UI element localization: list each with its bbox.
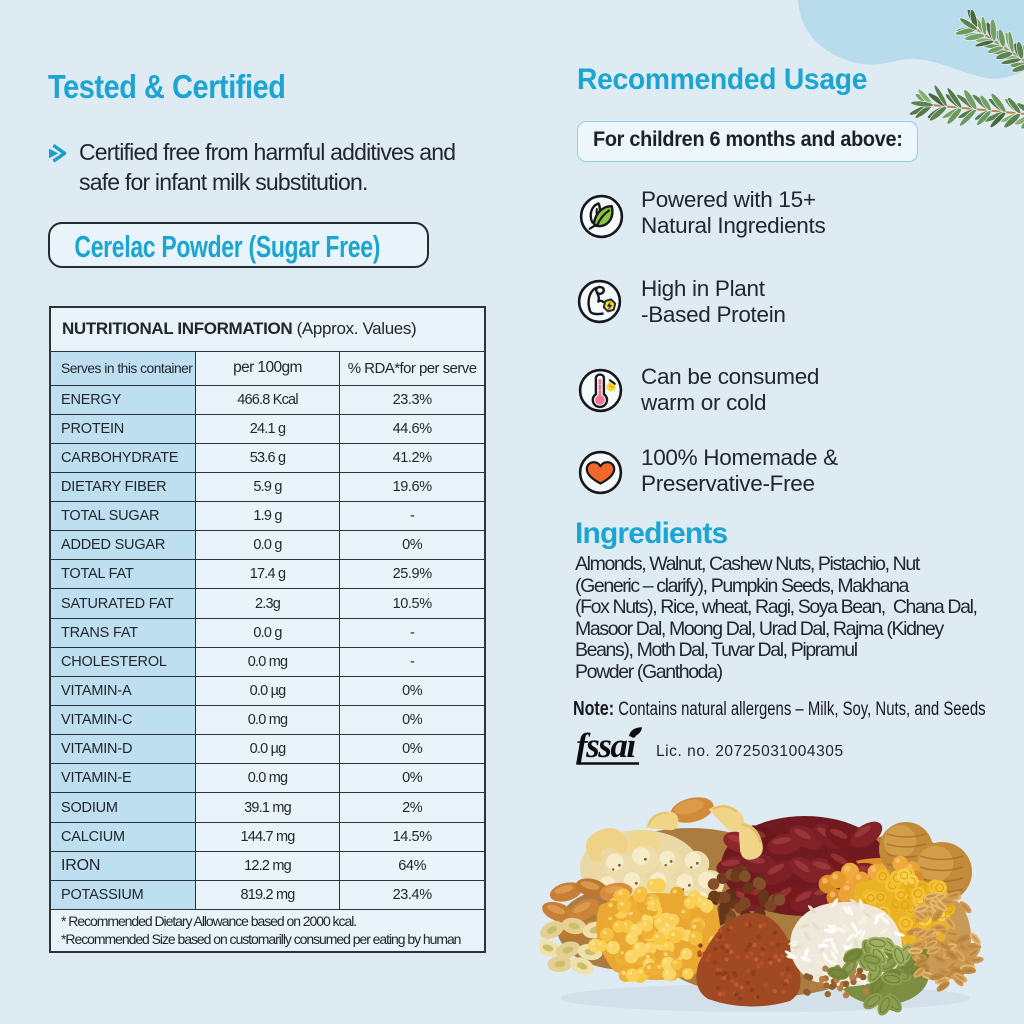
svg-text:fssai: fssai — [576, 726, 636, 765]
